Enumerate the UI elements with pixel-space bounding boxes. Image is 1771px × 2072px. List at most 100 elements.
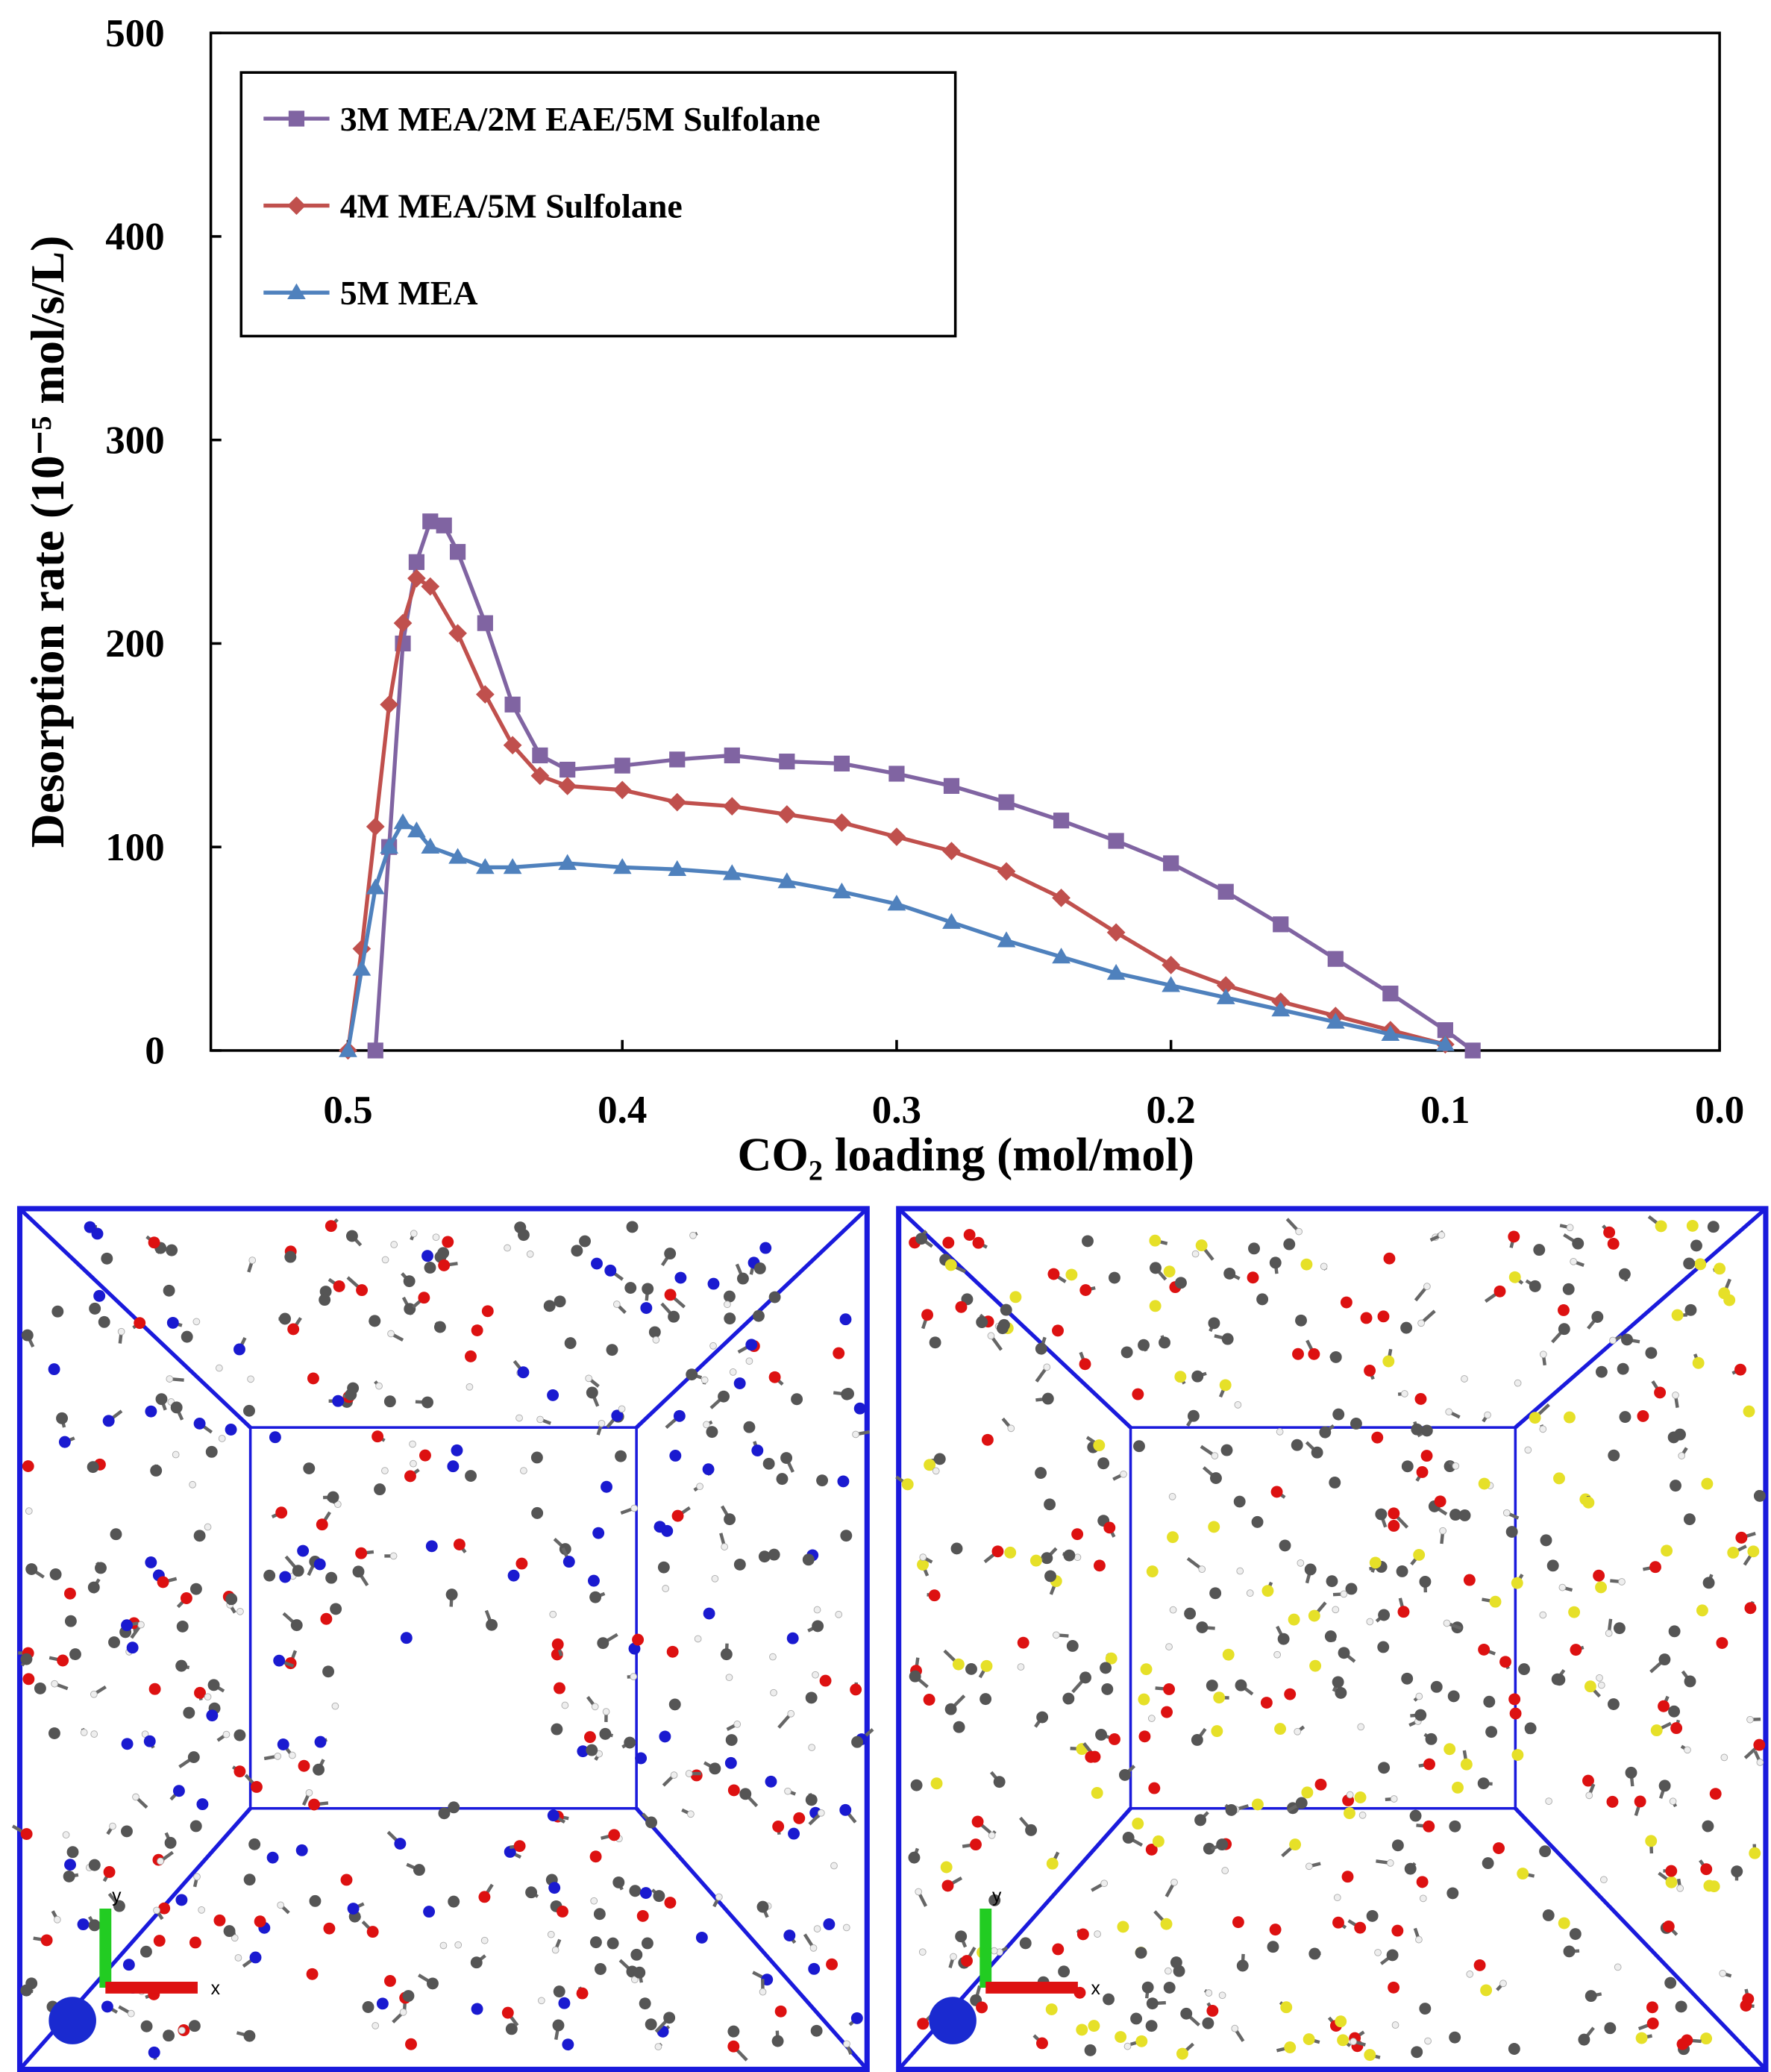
atom [685, 1770, 693, 1777]
atom [944, 1703, 957, 1715]
atom [51, 1305, 64, 1318]
atom [22, 1673, 35, 1686]
atom [591, 1703, 599, 1711]
marker [421, 577, 440, 596]
atom [1646, 2018, 1659, 2029]
atom [559, 1543, 571, 1556]
atom [1609, 1336, 1617, 1345]
atom [1447, 1690, 1460, 1703]
atom [972, 1236, 985, 1249]
atom [1222, 1648, 1235, 1661]
atom [1221, 1867, 1229, 1874]
atom [93, 1289, 106, 1302]
atom [1000, 1303, 1012, 1316]
atom [381, 1256, 389, 1264]
atom [1572, 1237, 1585, 1250]
atom [1085, 1750, 1097, 1763]
atom [1414, 1392, 1427, 1405]
marker [503, 858, 522, 874]
atom [223, 1925, 236, 1938]
atom [141, 1730, 149, 1738]
atom [1047, 1268, 1060, 1280]
molecule-render: xy [11, 1218, 874, 2062]
atom [589, 1850, 602, 1863]
atom [653, 1890, 665, 1903]
marker [887, 895, 906, 911]
atom [122, 1959, 135, 1971]
atom [48, 1363, 60, 1376]
atom [987, 1332, 995, 1340]
marker [366, 878, 385, 895]
atom [1329, 1350, 1342, 1363]
atom [424, 1262, 436, 1274]
atom [1603, 1226, 1616, 1239]
atom [178, 2026, 186, 2035]
atom [630, 1504, 639, 1512]
atom [1676, 1884, 1684, 1892]
atom [1420, 1450, 1433, 1462]
atom [635, 1752, 648, 1765]
atom [1140, 1663, 1153, 1676]
atom [1690, 1239, 1702, 1252]
atom [758, 1550, 771, 1563]
atom [850, 1683, 862, 1696]
atom [172, 1785, 185, 1797]
atom [564, 1337, 577, 1350]
atom [709, 1762, 721, 1775]
atom [776, 1473, 789, 1486]
atom [243, 1874, 256, 1886]
atom [689, 1231, 697, 1239]
atom [1123, 2042, 1132, 2050]
atom [307, 1372, 319, 1385]
atom [1071, 1528, 1084, 1541]
atom [1658, 1700, 1670, 1712]
atom [1499, 1979, 1507, 1988]
atom [1335, 1686, 1347, 1699]
atom [57, 1654, 69, 1667]
atom [1283, 1238, 1296, 1251]
atom [1120, 1470, 1127, 1478]
marker [367, 1042, 383, 1059]
marker [448, 624, 467, 643]
atom [175, 1659, 188, 1672]
atom [134, 1317, 146, 1330]
atom [805, 1794, 818, 1806]
atom [384, 1975, 396, 1987]
atom [1734, 1363, 1746, 1376]
atom [813, 1606, 821, 1614]
marker [1327, 951, 1344, 967]
atom [1062, 1692, 1075, 1705]
atom [1694, 1258, 1707, 1271]
atom [1650, 1724, 1663, 1737]
atom [1165, 1643, 1173, 1650]
atom [1480, 1984, 1493, 1997]
atom [805, 1691, 818, 1704]
atom [423, 1906, 436, 1918]
atom [1670, 1480, 1681, 1492]
atom [347, 1903, 360, 1915]
atom [988, 1832, 996, 1839]
atom [63, 1870, 75, 1882]
atom [645, 2018, 657, 2031]
atom [193, 1873, 201, 1881]
atom [1683, 1257, 1696, 1270]
atom [1477, 1777, 1490, 1790]
marker [475, 685, 495, 704]
atom [1396, 1565, 1408, 1577]
atom [1700, 2032, 1713, 2045]
atom [127, 2009, 135, 2018]
atom [98, 1315, 110, 1328]
atom [1208, 1317, 1220, 1330]
atom [292, 1565, 304, 1577]
atom [1499, 1656, 1511, 1668]
atom [952, 1658, 965, 1671]
atom [1391, 1924, 1404, 1937]
atom [40, 1934, 53, 1947]
atom [586, 1386, 598, 1399]
atom [908, 1851, 921, 1864]
atom [813, 1925, 821, 1932]
atom [1409, 1809, 1422, 1822]
atom [517, 1366, 530, 1379]
atom [1221, 1333, 1234, 1345]
atom [915, 1233, 928, 1245]
